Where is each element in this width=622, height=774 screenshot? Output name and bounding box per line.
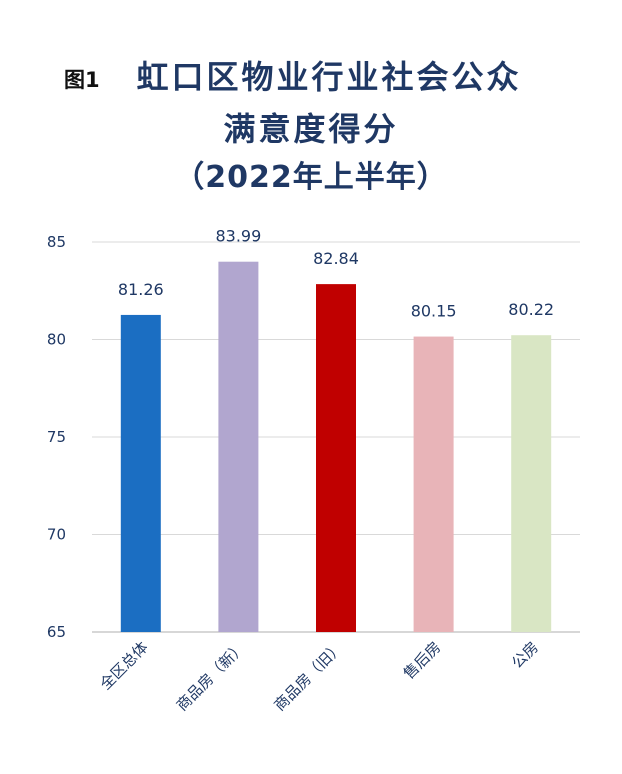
- category-label: 售后房: [400, 638, 445, 683]
- bar: [120, 314, 161, 632]
- figure-label: 图1: [64, 68, 100, 92]
- category-label: 全区总体: [96, 638, 151, 693]
- data-label: 80.15: [411, 302, 457, 321]
- bar: [413, 336, 454, 632]
- bar: [218, 261, 259, 632]
- y-tick-label: 75: [47, 428, 66, 446]
- data-label: 82.84: [313, 249, 359, 268]
- chart-title-line-3: （2022年上半年）: [174, 160, 448, 195]
- chart-title-line-1: 虹口区物业行业社会公众: [136, 58, 522, 96]
- y-tick-label: 80: [47, 331, 66, 349]
- category-label: 公房: [508, 638, 542, 672]
- data-label: 81.26: [118, 280, 164, 299]
- bar: [316, 284, 356, 632]
- data-label: 80.22: [508, 300, 554, 319]
- category-label: 商品房（旧）: [270, 638, 346, 714]
- bar: [511, 335, 552, 632]
- category-label: 商品房（新）: [173, 638, 249, 714]
- y-tick-label: 70: [47, 526, 66, 544]
- chart-title-line-2: 满意度得分: [223, 110, 399, 148]
- y-tick-label: 65: [47, 623, 66, 641]
- y-tick-label: 85: [47, 233, 66, 251]
- data-label: 83.99: [215, 227, 261, 246]
